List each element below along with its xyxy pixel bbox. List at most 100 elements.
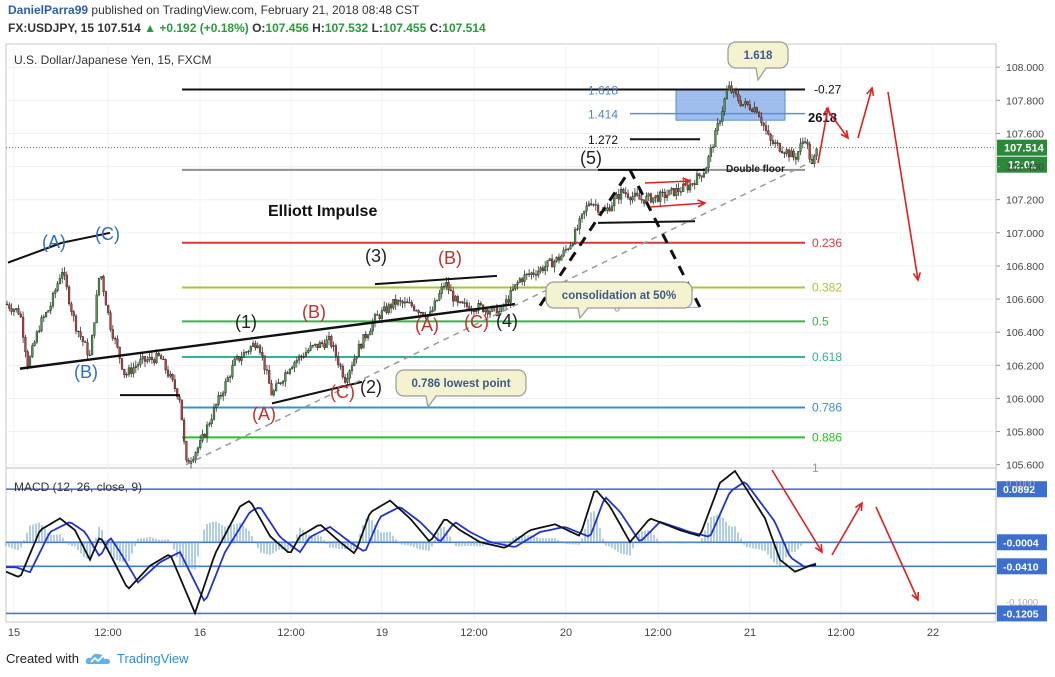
candle-body — [716, 123, 719, 131]
candle-body — [440, 286, 443, 294]
candle-body — [445, 282, 448, 287]
macd-level-label: -0.0410 — [1003, 561, 1039, 573]
wave-label: (4) — [496, 311, 518, 331]
candle-body — [231, 365, 234, 378]
candle-body — [530, 272, 533, 275]
wave-label: (1) — [235, 312, 257, 332]
candle-body — [311, 345, 314, 347]
candle-body — [77, 330, 80, 333]
candle-body — [438, 293, 441, 301]
y-tick-label: 107.200 — [1006, 195, 1044, 207]
candle-body — [626, 193, 630, 198]
candle-body — [755, 107, 758, 113]
candle-body — [417, 310, 420, 313]
candle-body — [247, 351, 250, 353]
candle-body — [95, 294, 98, 323]
chart-canvas[interactable]: 0.2360.3820.50.6180.7860.8861-0.271.6181… — [0, 38, 1055, 643]
candle-body — [212, 407, 216, 420]
wave-3-top — [374, 274, 498, 286]
candle-body — [100, 276, 103, 279]
candle-body — [88, 354, 91, 356]
candle-body — [758, 112, 761, 118]
candle-body — [107, 304, 110, 314]
x-tick-label: 12:00 — [277, 627, 305, 639]
candle-body — [199, 440, 202, 449]
candle-body — [318, 342, 321, 348]
candle-body — [615, 194, 618, 199]
candle-body — [134, 365, 137, 368]
candle-body — [574, 229, 577, 245]
candle-body — [794, 157, 797, 160]
candle-body — [33, 341, 36, 346]
candle-body — [302, 356, 305, 358]
candle-body — [700, 175, 703, 178]
candle-body — [454, 296, 457, 302]
created-with-text: Created with — [6, 651, 79, 666]
candle-body — [636, 192, 639, 196]
high-label: H: — [312, 21, 325, 35]
candle-body — [228, 376, 232, 378]
candle-body — [675, 188, 678, 196]
candle-body — [24, 337, 27, 353]
candle-body — [654, 195, 657, 198]
wave-label: (C) — [330, 382, 355, 402]
candle-body — [235, 356, 239, 360]
fib-label-0.618: 0.618 — [812, 350, 842, 364]
candle-body — [431, 309, 434, 313]
candle-body — [479, 303, 482, 306]
candle-body — [804, 141, 807, 143]
candle-body — [813, 155, 816, 165]
candle-body — [123, 368, 126, 376]
macd-arrow-down-1 — [771, 469, 823, 554]
low-value: 107.455 — [382, 21, 427, 35]
main-trendline — [19, 302, 516, 370]
candle-body — [378, 315, 381, 320]
candle-body — [516, 282, 519, 285]
candle-body — [555, 256, 558, 262]
candle-body — [661, 191, 664, 193]
candle-body — [806, 141, 809, 145]
candle-body — [753, 107, 756, 112]
candle-body — [419, 312, 423, 314]
candle-body — [587, 203, 590, 206]
wave-label: (B) — [74, 362, 98, 382]
candle-body — [670, 188, 673, 191]
candle-body — [610, 205, 613, 212]
callout-consolidation-text: consolidation at 50% — [562, 290, 676, 302]
candle-body — [63, 272, 66, 276]
candle-body — [539, 267, 542, 272]
tradingview-link[interactable]: TradingView — [116, 651, 189, 666]
arrow-down-2-shaft — [887, 91, 919, 281]
candle-body — [281, 381, 285, 384]
candle-body — [217, 395, 220, 405]
candle-body — [705, 167, 708, 174]
candle-body — [125, 374, 128, 376]
candle-body — [54, 290, 57, 294]
candlestick-series — [5, 81, 818, 469]
author-link[interactable]: DanielParra99 — [8, 3, 89, 17]
candle-body — [90, 335, 94, 356]
open-label: O: — [252, 21, 266, 35]
candle-body — [746, 101, 749, 105]
candle-body — [127, 367, 130, 375]
candle-body — [196, 447, 199, 453]
candle-body — [613, 198, 616, 207]
candle-body — [571, 243, 574, 246]
candle-body — [394, 299, 397, 305]
y-tick-label: 107.400 — [1006, 162, 1044, 174]
channel-top-b — [61, 231, 111, 244]
candle-body — [551, 258, 554, 268]
macd-level-badge — [997, 605, 1047, 622]
candle-body — [194, 452, 197, 460]
candle-body — [380, 310, 383, 320]
candle-body — [456, 296, 459, 303]
candle-body — [321, 342, 324, 344]
candle-body — [643, 199, 646, 204]
fib-label-0.5: 0.5 — [812, 314, 829, 328]
x-tick-label: 22 — [927, 627, 939, 639]
candle-body — [528, 273, 531, 275]
callout-lowest-shape — [395, 369, 527, 409]
candle-body — [744, 101, 747, 105]
price-change: ▲ +0.192 (+0.18%) — [144, 21, 249, 35]
ext-label-1618: 1.618 — [588, 84, 618, 98]
